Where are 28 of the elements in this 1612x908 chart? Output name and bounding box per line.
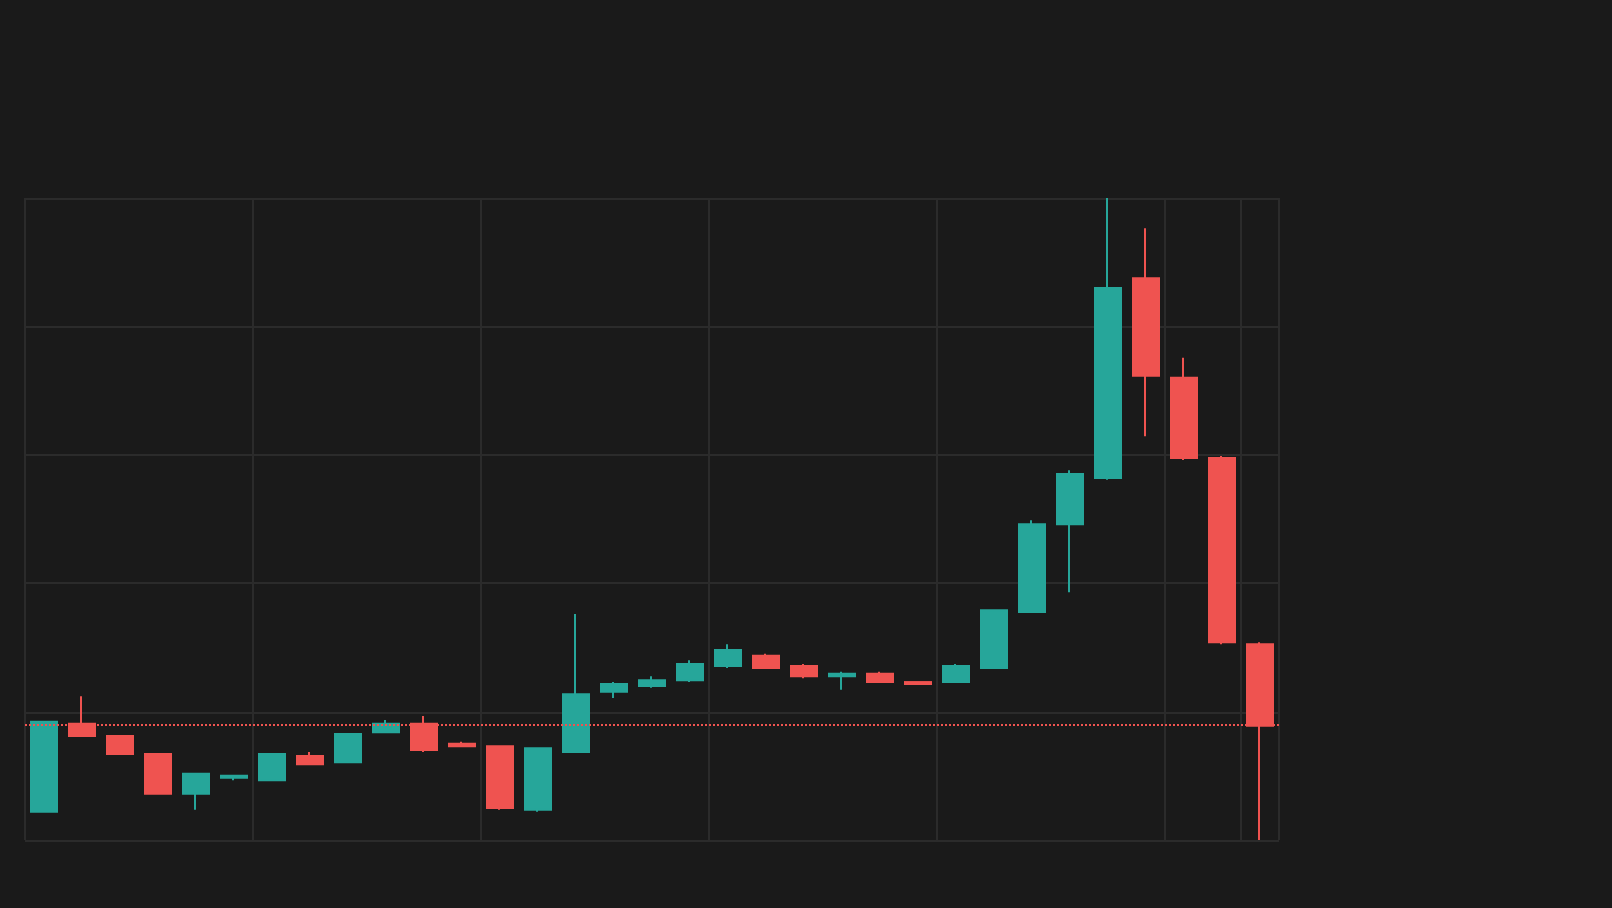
- candlestick: [30, 720, 58, 813]
- candlestick: [220, 774, 248, 782]
- candlestick: [448, 740, 476, 748]
- candlestick: [1094, 197, 1122, 481]
- candlestick: [1170, 356, 1198, 461]
- candlestick: [562, 613, 590, 754]
- candlestick: [1208, 455, 1236, 646]
- candlestick: [866, 670, 894, 684]
- candlestick: [296, 751, 324, 766]
- candlestick: [144, 752, 172, 795]
- candlestick: [752, 652, 780, 669]
- candlestick: [182, 772, 210, 811]
- candlestick: [714, 643, 742, 669]
- candlestick: [676, 659, 704, 684]
- candlestick: [790, 663, 818, 680]
- candlestick: [524, 747, 552, 813]
- candlestick: [1018, 519, 1046, 614]
- candlestick: [980, 609, 1008, 669]
- candlestick: [1132, 227, 1160, 438]
- candlestick: [486, 745, 514, 811]
- candlestick: [334, 733, 362, 764]
- candlestick: [258, 752, 286, 782]
- candlestick: [106, 735, 134, 755]
- candlestick: [828, 670, 856, 691]
- candlestick: [600, 681, 628, 700]
- candlestick: [638, 675, 666, 689]
- candlestick: [1056, 469, 1084, 594]
- candlestick: [942, 663, 970, 684]
